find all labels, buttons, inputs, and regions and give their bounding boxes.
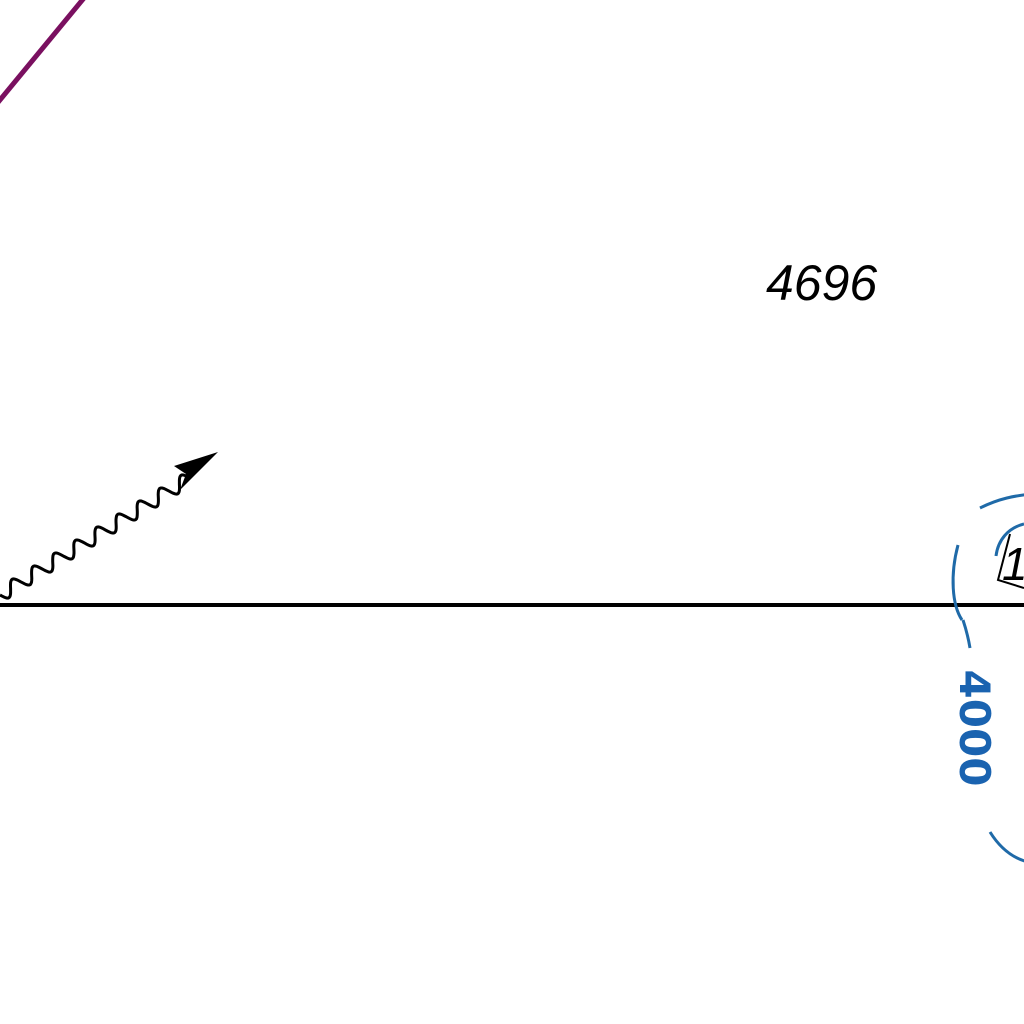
- contour-line-outer: [979, 493, 1024, 510]
- wavy-arrow-shaft: [0, 473, 191, 600]
- spot-height-label: 4696: [766, 255, 877, 311]
- boundary-line: [0, 0, 86, 104]
- contour-line-left-mid: [961, 619, 972, 649]
- wavy-arrow-head: [174, 452, 218, 490]
- partial-spot-label: 15: [1002, 538, 1024, 590]
- spot-marker: [996, 533, 1024, 589]
- contour-line-inner: [994, 522, 1024, 557]
- contour-line-lower: [988, 831, 1024, 863]
- contour-line-left-upper: [951, 544, 964, 621]
- wavy-arrow-icon: [0, 452, 218, 600]
- contour-value-label: 4000: [950, 670, 999, 787]
